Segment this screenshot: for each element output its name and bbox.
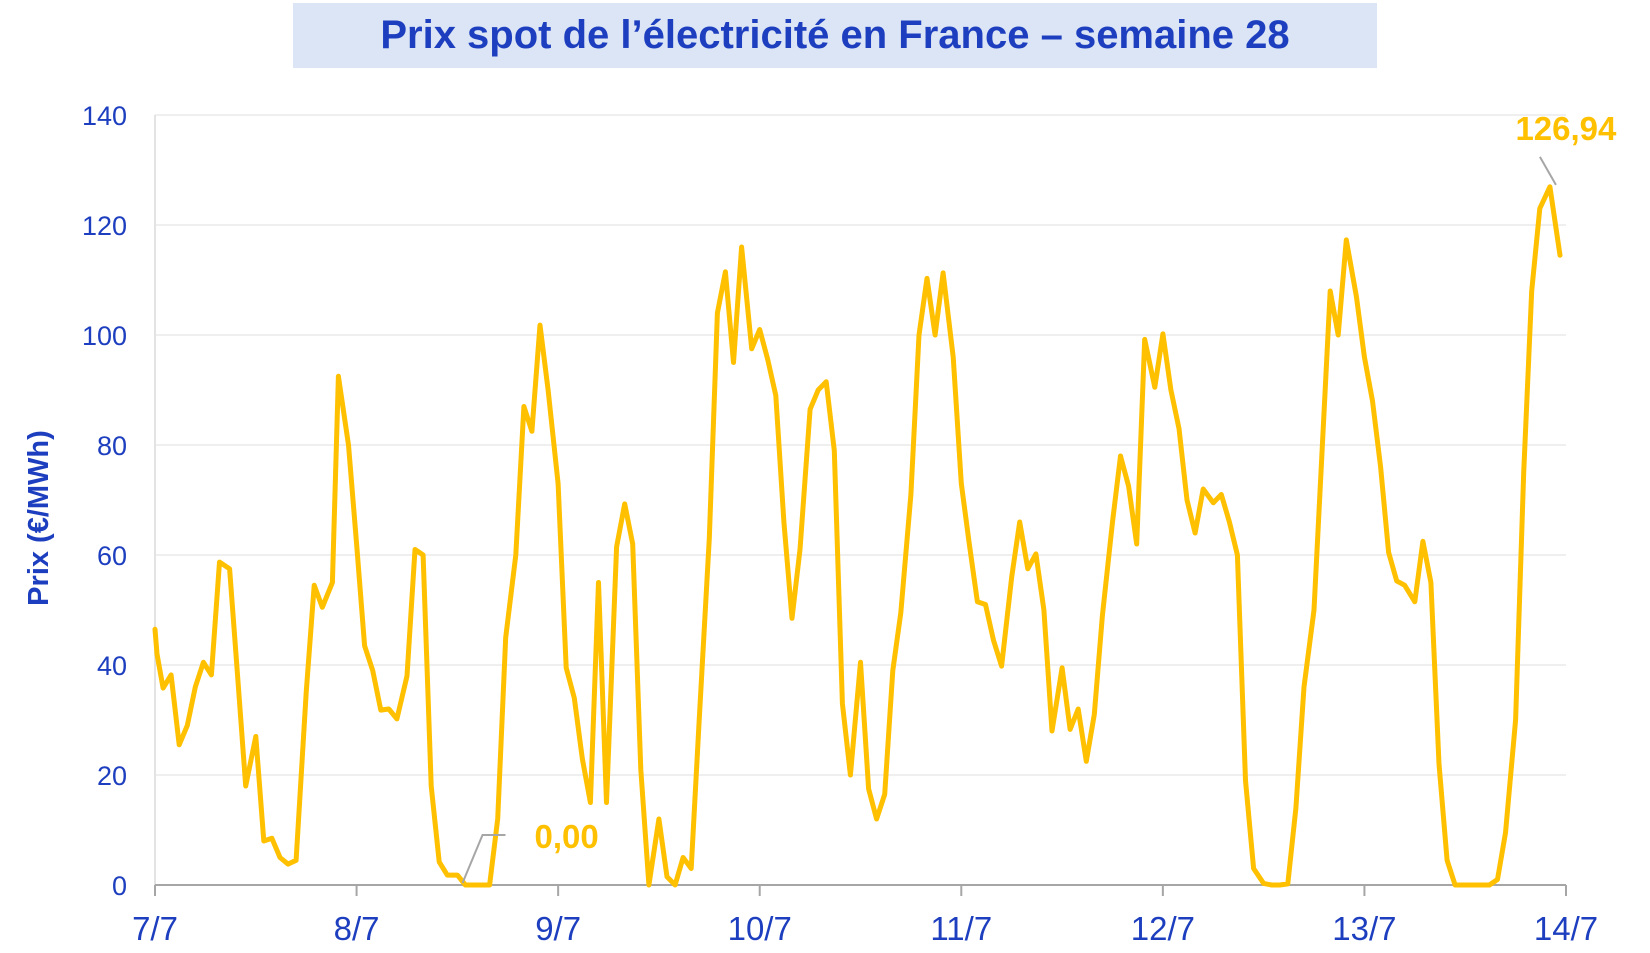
y-tick-label: 80 [97,431,127,461]
annotation-min: 0,00 [535,818,599,855]
y-tick-label: 40 [97,651,127,681]
y-tick-label: 60 [97,541,127,571]
x-tick-label: 12/7 [1131,910,1195,947]
y-tick-label: 140 [82,101,127,131]
annotation-leader-max [1539,156,1557,186]
price-series-line [152,184,1563,888]
y-tick-label: 120 [82,211,127,241]
x-tick-label: 14/7 [1534,910,1598,947]
x-tick-label: 7/7 [132,910,178,947]
annotation-leader-min [461,834,506,884]
y-axis-label: Prix (€/MWh) [23,430,55,606]
y-tick-label: 20 [97,761,127,791]
x-tick-label: 13/7 [1332,910,1396,947]
x-tick-label: 9/7 [535,910,581,947]
y-tick-label: 0 [112,871,127,901]
x-tick-label: 8/7 [334,910,380,947]
x-tick-label: 11/7 [930,910,992,947]
chart-title: Prix spot de l’électricité en France – s… [380,13,1290,57]
annotation-max: 126,94 [1515,110,1617,147]
chart-title-box: Prix spot de l’électricité en France – s… [293,3,1377,68]
x-tick-label: 10/7 [728,910,792,947]
y-tick-label: 100 [82,321,127,351]
